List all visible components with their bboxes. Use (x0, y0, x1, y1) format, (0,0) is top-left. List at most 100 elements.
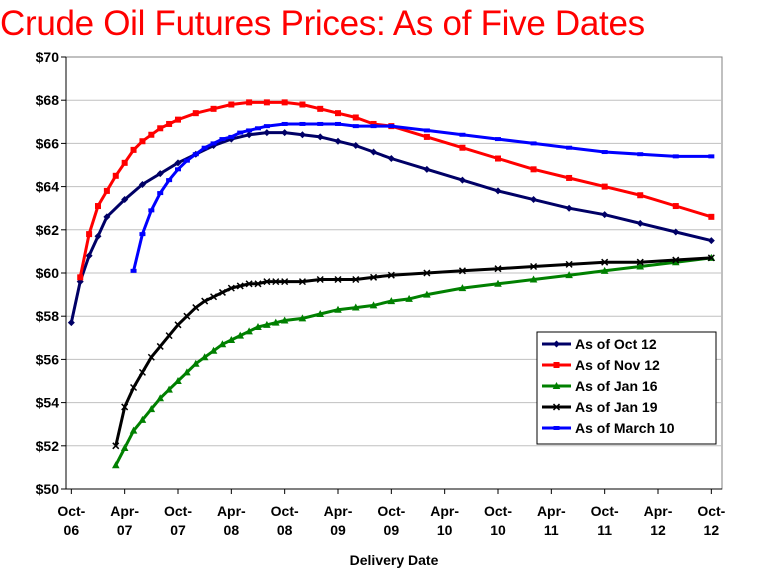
data-point (201, 297, 209, 305)
series-3 (111, 253, 716, 469)
data-point (210, 293, 218, 301)
data-point (130, 146, 137, 153)
data-point (201, 145, 208, 150)
data-point (370, 273, 378, 281)
data-point (671, 258, 680, 266)
data-point (672, 154, 679, 159)
data-point (130, 383, 138, 392)
data-point (209, 346, 218, 354)
x-tick-label: Apr-08 (217, 503, 246, 538)
x-tick-label: Apr-07 (110, 503, 139, 538)
data-point (281, 99, 288, 106)
y-tick-label: $70 (36, 49, 60, 65)
data-point (388, 124, 395, 129)
y-tick-label: $68 (36, 92, 60, 108)
chart-title: Crude Oil Futures Prices: As of Five Dat… (0, 4, 645, 43)
data-point (299, 101, 306, 108)
y-tick-label: $50 (36, 481, 60, 497)
data-point (129, 426, 138, 434)
data-point (600, 266, 609, 274)
data-point (335, 110, 341, 117)
data-point (672, 203, 679, 210)
data-point (387, 271, 395, 279)
data-point (601, 183, 608, 190)
series-group (67, 99, 716, 469)
data-point (601, 258, 609, 266)
legend-marker (553, 362, 560, 368)
data-point (299, 121, 306, 126)
data-point (219, 137, 226, 142)
data-point (601, 211, 609, 219)
data-point (227, 335, 236, 343)
legend-marker (553, 340, 560, 348)
data-point (565, 260, 573, 268)
data-point (317, 121, 324, 126)
legend-marker (552, 382, 561, 389)
data-point (156, 394, 165, 402)
data-point (147, 405, 156, 413)
data-point (255, 126, 261, 131)
x-tick-label: Oct-11 (591, 503, 619, 538)
data-point (174, 321, 182, 329)
legend-label: As of Jan 19 (575, 399, 658, 415)
data-point (494, 265, 502, 273)
data-point (387, 297, 396, 305)
data-point (637, 152, 644, 157)
data-point (192, 152, 199, 157)
data-point (111, 461, 120, 469)
data-point (708, 213, 715, 220)
data-point (237, 130, 244, 135)
legend-marker (552, 403, 561, 411)
data-point (166, 120, 173, 127)
data-point (67, 319, 75, 327)
data-point (495, 137, 501, 142)
data-point (166, 178, 173, 183)
data-point (370, 148, 378, 156)
data-point (245, 280, 253, 288)
data-point (218, 340, 227, 348)
data-point (254, 323, 262, 330)
data-point (263, 129, 271, 137)
data-point (254, 280, 262, 288)
data-point (165, 385, 173, 393)
data-point (280, 316, 289, 324)
legend-item: As of March 10 (542, 420, 675, 436)
data-point (281, 278, 289, 286)
data-point (566, 174, 573, 181)
data-point (156, 170, 164, 178)
legend-item: As of Oct 12 (542, 336, 657, 352)
legend-label: As of Oct 12 (575, 336, 657, 352)
data-point (423, 133, 430, 140)
legend-marker (553, 426, 560, 430)
data-point (387, 155, 395, 163)
data-point (263, 320, 271, 328)
data-point (494, 279, 502, 287)
legend-item: As of Nov 12 (542, 357, 660, 373)
data-point (246, 99, 253, 106)
y-tick-label: $54 (36, 395, 60, 411)
data-point (138, 415, 147, 423)
data-point (458, 176, 466, 184)
data-point (246, 128, 253, 133)
data-point (423, 165, 431, 173)
data-point (130, 268, 137, 273)
data-point (228, 101, 235, 108)
y-tick-label: $52 (36, 438, 60, 454)
x-axis: Oct-06 Apr-07 Oct-07 Apr-08 Oct-08 Apr-09 Oct-… (57, 57, 726, 538)
x-tick-label: Oct-12 (697, 503, 725, 538)
data-point (495, 155, 501, 162)
series-line (69, 131, 712, 324)
data-point (157, 125, 164, 132)
data-point (601, 150, 608, 155)
data-point (423, 269, 431, 277)
data-point (423, 128, 430, 133)
legend-label: As of March 10 (575, 420, 675, 436)
y-tick-label: $66 (36, 135, 60, 151)
data-point (672, 256, 680, 264)
data-point (458, 284, 467, 292)
data-point (351, 303, 360, 311)
data-point (94, 232, 102, 240)
data-point (103, 213, 111, 221)
data-point (423, 290, 431, 298)
data-point (157, 191, 164, 196)
